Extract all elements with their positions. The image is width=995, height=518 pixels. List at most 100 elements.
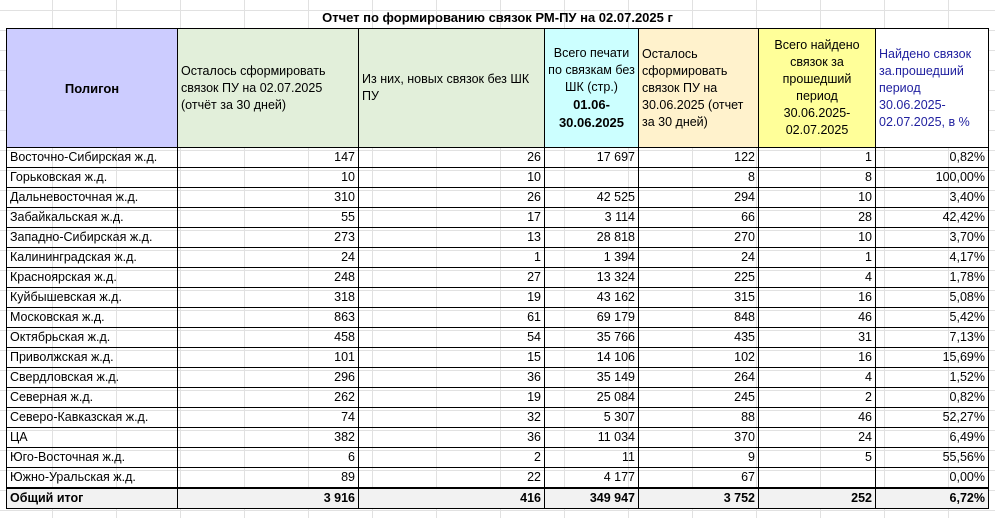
- cell-v5[interactable]: 2: [758, 387, 876, 408]
- cell-polygon-name[interactable]: Калининградская ж.д.: [6, 247, 178, 268]
- cell-v2[interactable]: 61: [358, 307, 545, 328]
- cell-v2[interactable]: 15: [358, 347, 545, 368]
- cell-v2[interactable]: 36: [358, 367, 545, 388]
- cell-v3[interactable]: 13 324: [544, 267, 639, 288]
- cell-v2[interactable]: 19: [358, 387, 545, 408]
- cell-v6[interactable]: 15,69%: [875, 347, 989, 368]
- cell-v6[interactable]: 0,82%: [875, 387, 989, 408]
- cell-polygon-name[interactable]: Куйбышевская ж.д.: [6, 287, 178, 308]
- cell-v4[interactable]: 848: [638, 307, 759, 328]
- cell-v5[interactable]: 10: [758, 227, 876, 248]
- cell-v5[interactable]: 16: [758, 347, 876, 368]
- cell-v3[interactable]: 35 149: [544, 367, 639, 388]
- cell-v1[interactable]: 318: [177, 287, 359, 308]
- cell-v4[interactable]: 370: [638, 427, 759, 448]
- cell-v3[interactable]: 4 177: [544, 467, 639, 489]
- cell-polygon-name[interactable]: Северная ж.д.: [6, 387, 178, 408]
- total-v5[interactable]: 252: [758, 487, 876, 509]
- cell-v5[interactable]: 4: [758, 267, 876, 288]
- cell-v5[interactable]: 28: [758, 207, 876, 228]
- cell-v1[interactable]: 262: [177, 387, 359, 408]
- cell-v4[interactable]: 245: [638, 387, 759, 408]
- cell-v4[interactable]: 24: [638, 247, 759, 268]
- header-found-pct[interactable]: Найдено связок за.прошедший период 30.06…: [875, 28, 989, 148]
- cell-v5[interactable]: 24: [758, 427, 876, 448]
- cell-v1[interactable]: 101: [177, 347, 359, 368]
- cell-v4[interactable]: 8: [638, 167, 759, 188]
- cell-v6[interactable]: 0,82%: [875, 147, 989, 168]
- cell-v3[interactable]: 14 106: [544, 347, 639, 368]
- cell-v4[interactable]: 67: [638, 467, 759, 489]
- header-remaining-0207[interactable]: Осталось сформировать связок ПУ на 02.07…: [177, 28, 359, 148]
- cell-v5[interactable]: [758, 467, 876, 489]
- cell-v6[interactable]: 52,27%: [875, 407, 989, 428]
- cell-v1[interactable]: 24: [177, 247, 359, 268]
- cell-v5[interactable]: 46: [758, 407, 876, 428]
- cell-v1[interactable]: 458: [177, 327, 359, 348]
- cell-v4[interactable]: 264: [638, 367, 759, 388]
- cell-v3[interactable]: 28 818: [544, 227, 639, 248]
- cell-v2[interactable]: 19: [358, 287, 545, 308]
- cell-v2[interactable]: 1: [358, 247, 545, 268]
- cell-polygon-name[interactable]: Юго-Восточная ж.д.: [6, 447, 178, 468]
- cell-v2[interactable]: 13: [358, 227, 545, 248]
- header-polygon[interactable]: Полигон: [6, 28, 178, 148]
- cell-v3[interactable]: 11: [544, 447, 639, 468]
- header-found-total[interactable]: Всего найдено связок за прошедший период…: [758, 28, 876, 148]
- cell-v1[interactable]: 147: [177, 147, 359, 168]
- cell-v6[interactable]: 1,52%: [875, 367, 989, 388]
- cell-v2[interactable]: 22: [358, 467, 545, 489]
- cell-v4[interactable]: 102: [638, 347, 759, 368]
- cell-polygon-name[interactable]: Южно-Уральская ж.д.: [6, 467, 178, 489]
- cell-polygon-name[interactable]: Забайкальская ж.д.: [6, 207, 178, 228]
- cell-v1[interactable]: 273: [177, 227, 359, 248]
- cell-v6[interactable]: 7,13%: [875, 327, 989, 348]
- cell-v4[interactable]: 88: [638, 407, 759, 428]
- total-label[interactable]: Общий итог: [6, 487, 178, 509]
- cell-v5[interactable]: 31: [758, 327, 876, 348]
- cell-v5[interactable]: 10: [758, 187, 876, 208]
- cell-v6[interactable]: 3,40%: [875, 187, 989, 208]
- cell-v3[interactable]: 17 697: [544, 147, 639, 168]
- cell-polygon-name[interactable]: Октябрьская ж.д.: [6, 327, 178, 348]
- cell-polygon-name[interactable]: Дальневосточная ж.д.: [6, 187, 178, 208]
- cell-v5[interactable]: 16: [758, 287, 876, 308]
- cell-polygon-name[interactable]: Восточно-Сибирская ж.д.: [6, 147, 178, 168]
- cell-v2[interactable]: 26: [358, 147, 545, 168]
- cell-v1[interactable]: 382: [177, 427, 359, 448]
- cell-v6[interactable]: 5,08%: [875, 287, 989, 308]
- cell-v6[interactable]: 5,42%: [875, 307, 989, 328]
- cell-v1[interactable]: 10: [177, 167, 359, 188]
- cell-v5[interactable]: 4: [758, 367, 876, 388]
- cell-v4[interactable]: 270: [638, 227, 759, 248]
- total-v1[interactable]: 3 916: [177, 487, 359, 509]
- cell-v6[interactable]: 4,17%: [875, 247, 989, 268]
- cell-v3[interactable]: 11 034: [544, 427, 639, 448]
- cell-v3[interactable]: 3 114: [544, 207, 639, 228]
- header-new-without-shk[interactable]: Из них, новых связок без ШК ПУ: [358, 28, 545, 148]
- cell-v1[interactable]: 74: [177, 407, 359, 428]
- cell-v2[interactable]: 36: [358, 427, 545, 448]
- header-remaining-3006[interactable]: Осталось сформировать связок ПУ на 30.06…: [638, 28, 759, 148]
- cell-polygon-name[interactable]: Приволжская ж.д.: [6, 347, 178, 368]
- cell-polygon-name[interactable]: Горьковская ж.д.: [6, 167, 178, 188]
- cell-polygon-name[interactable]: ЦА: [6, 427, 178, 448]
- cell-v4[interactable]: 435: [638, 327, 759, 348]
- total-v4[interactable]: 3 752: [638, 487, 759, 509]
- cell-v1[interactable]: 6: [177, 447, 359, 468]
- cell-v5[interactable]: 1: [758, 247, 876, 268]
- cell-polygon-name[interactable]: Московская ж.д.: [6, 307, 178, 328]
- cell-v3[interactable]: 35 766: [544, 327, 639, 348]
- cell-v2[interactable]: 32: [358, 407, 545, 428]
- cell-v1[interactable]: 863: [177, 307, 359, 328]
- cell-v2[interactable]: 2: [358, 447, 545, 468]
- total-v6[interactable]: 6,72%: [875, 487, 989, 509]
- cell-v6[interactable]: 6,49%: [875, 427, 989, 448]
- cell-v5[interactable]: 1: [758, 147, 876, 168]
- cell-v4[interactable]: 9: [638, 447, 759, 468]
- cell-polygon-name[interactable]: Северо-Кавказская ж.д.: [6, 407, 178, 428]
- cell-v4[interactable]: 66: [638, 207, 759, 228]
- cell-v3[interactable]: 5 307: [544, 407, 639, 428]
- cell-v6[interactable]: 55,56%: [875, 447, 989, 468]
- cell-v3[interactable]: [544, 167, 639, 188]
